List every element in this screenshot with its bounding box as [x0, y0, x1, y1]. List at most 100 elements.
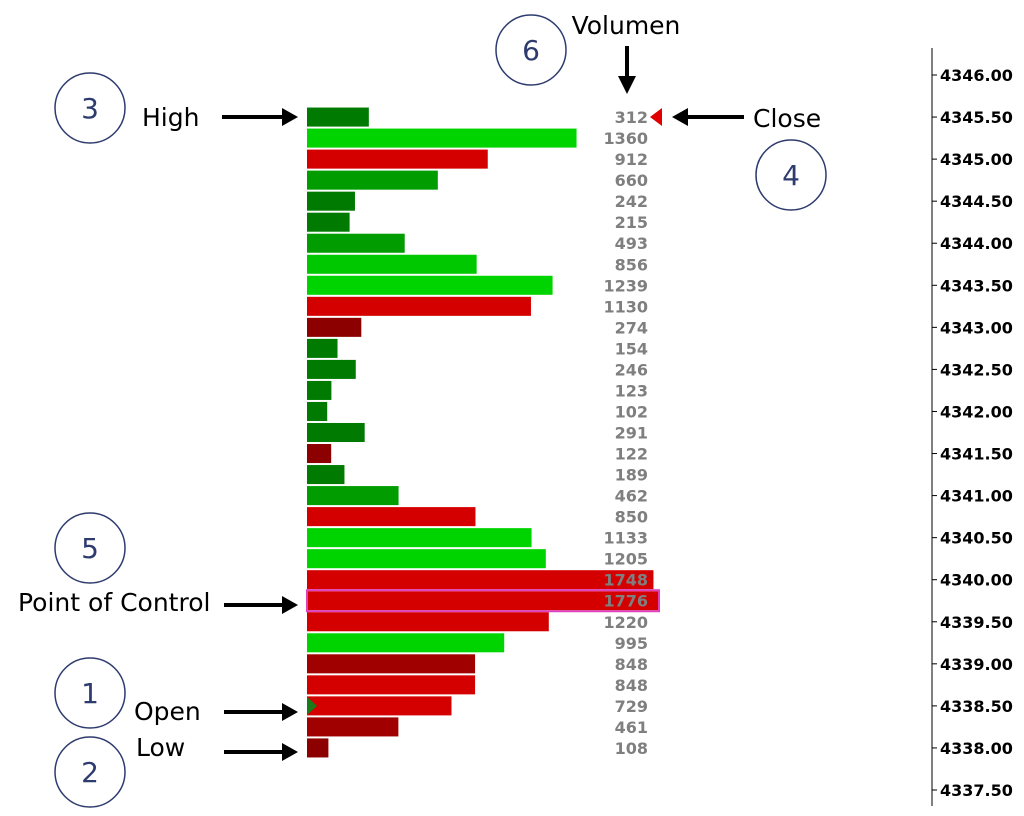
volume-label: 102	[615, 402, 648, 421]
volume-bar	[307, 486, 399, 506]
volume-bar	[307, 528, 532, 548]
volume-label: 729	[615, 697, 648, 716]
volume-bar	[307, 380, 332, 400]
volume-bar	[307, 696, 452, 716]
volume-label: 242	[615, 192, 648, 211]
volume-label: 1360	[603, 129, 648, 148]
volume-labels: 312 1360 912 660 242 215 493 856 1239 1130 274 154 2…	[603, 108, 648, 758]
price-tick-label: 4339.50	[940, 613, 1013, 632]
open-arrow-head	[282, 703, 298, 721]
close-label: Close	[753, 104, 821, 133]
volume-label: 1776	[603, 592, 648, 611]
volume-label: 291	[615, 424, 648, 443]
volume-label: 189	[615, 466, 648, 485]
volume-bars	[306, 107, 662, 758]
volume-bar	[307, 233, 405, 253]
volume-label: 995	[615, 634, 648, 653]
volume-label: 246	[615, 360, 648, 379]
volume-bar	[307, 317, 362, 337]
price-tick-label: 4339.00	[940, 655, 1013, 674]
circle-5-number: 5	[81, 532, 99, 565]
volume-label: 493	[615, 234, 648, 253]
volume-bar	[307, 170, 438, 190]
volume-bar	[307, 191, 355, 211]
close-marker	[650, 108, 662, 127]
poc-outline	[306, 589, 660, 613]
circle-1-number: 1	[81, 677, 99, 710]
circle-3-number: 3	[81, 92, 99, 125]
price-tick-label: 4340.00	[940, 571, 1013, 590]
volume-label: 274	[615, 318, 648, 337]
volume-bar	[307, 507, 476, 527]
low-arrow-head	[282, 743, 298, 761]
volume-bar	[307, 675, 476, 695]
volume-label: 848	[615, 676, 648, 695]
circle-3	[54, 72, 126, 144]
volume-label: 462	[615, 487, 648, 506]
price-tick-label: 4345.50	[940, 108, 1013, 127]
circle-2-number: 2	[81, 756, 99, 789]
close-arrow-head	[672, 108, 688, 126]
price-tick-label: 4344.50	[940, 192, 1013, 211]
volume-label: 1130	[603, 297, 648, 316]
volume-bar	[307, 212, 350, 232]
volume-bar	[307, 549, 546, 569]
circle-5	[54, 512, 126, 584]
volume-label: 1133	[603, 529, 648, 548]
high-arrow-head	[282, 108, 298, 126]
volume-label: 312	[615, 108, 648, 127]
price-tick-label: 4341.00	[940, 487, 1013, 506]
circle-1	[54, 657, 126, 729]
volume-bar	[307, 401, 328, 421]
circle-2	[54, 736, 126, 808]
price-tick-label: 4342.00	[940, 402, 1013, 421]
volume-label: 1239	[603, 276, 648, 295]
volume-label: 108	[615, 739, 648, 758]
volume-label: 122	[615, 445, 648, 464]
volume-bar	[307, 612, 549, 632]
price-tick-label: 4343.50	[940, 276, 1013, 295]
volume-bar	[307, 654, 476, 674]
volume-label: 123	[615, 381, 648, 400]
volume-bar	[307, 254, 477, 274]
price-tick-label: 4343.00	[940, 318, 1013, 337]
circle-4-number: 4	[782, 159, 800, 192]
volume-bar	[307, 107, 369, 127]
volume-bar	[307, 570, 654, 590]
volume-bar	[307, 738, 329, 758]
volumen-label: Volumen	[572, 11, 681, 40]
price-tick-label: 4340.50	[940, 529, 1013, 548]
volume-bar	[307, 717, 399, 737]
open-marker	[307, 696, 317, 715]
volume-bar	[307, 296, 531, 316]
volume-label: 1220	[603, 613, 648, 632]
volume-bar	[307, 422, 365, 443]
volume-label: 154	[615, 339, 648, 358]
price-tick-label: 4344.00	[940, 234, 1013, 253]
volume-bar	[307, 149, 488, 169]
volume-label: 850	[615, 508, 648, 527]
price-tick-label: 4341.50	[940, 445, 1013, 464]
low-label: Low	[136, 733, 185, 762]
volumen-arrow-head	[618, 76, 636, 94]
volume-label: 856	[615, 255, 648, 274]
volume-bar	[307, 444, 332, 464]
volume-bar	[307, 591, 659, 611]
circle-4	[755, 139, 827, 211]
price-tick-label: 4337.50	[940, 781, 1013, 800]
volume-bar	[307, 465, 345, 485]
volume-label: 1205	[603, 550, 648, 569]
price-tick-label: 4338.00	[940, 739, 1013, 758]
poc-arrow-head	[282, 596, 298, 614]
volume-label: 215	[615, 213, 648, 232]
volume-label: 912	[615, 150, 648, 169]
circle-6-number: 6	[522, 34, 540, 67]
volume-bar	[307, 275, 553, 295]
price-tick-label: 4342.50	[940, 360, 1013, 379]
volume-bar	[307, 633, 505, 653]
volume-bar	[307, 128, 577, 148]
volume-label: 1748	[603, 571, 648, 590]
price-tick-label: 4338.50	[940, 697, 1013, 716]
